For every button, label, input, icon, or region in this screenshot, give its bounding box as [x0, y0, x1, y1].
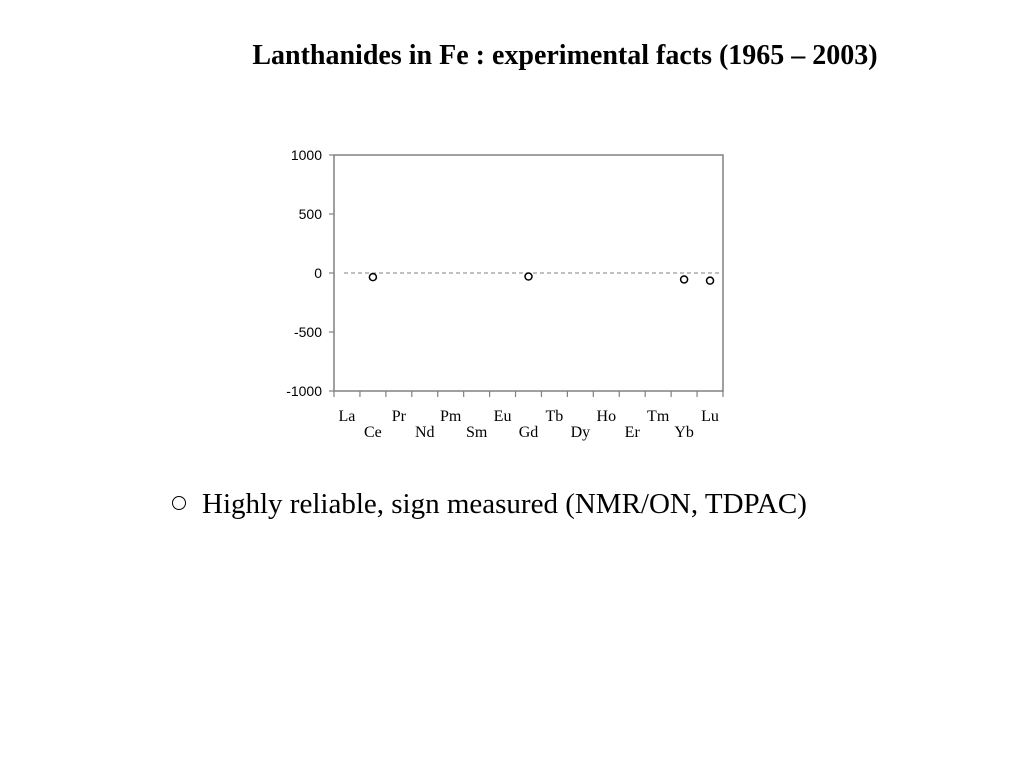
y-tick-label: -1000	[286, 383, 322, 399]
slide-title: Lanthanides in Fe : experimental facts (…	[252, 40, 878, 71]
y-tick-label: 1000	[291, 147, 322, 163]
data-point-lu	[705, 276, 715, 285]
data-point-yb	[679, 275, 689, 284]
legend: Highly reliable, sign measured (NMR/ON, …	[172, 488, 807, 521]
x-category-label: Ce	[364, 424, 382, 441]
y-tick-label: -500	[294, 324, 322, 340]
x-category-label: Er	[625, 424, 641, 441]
y-tick-label: 0	[314, 265, 322, 281]
x-category-label: Pr	[392, 408, 407, 425]
x-category-label: Eu	[494, 408, 512, 425]
x-category-label: Tm	[647, 408, 670, 425]
y-tick-label: 500	[299, 206, 323, 222]
data-point-gd	[524, 272, 533, 281]
legend-text: Highly reliable, sign measured (NMR/ON, …	[202, 488, 807, 520]
x-category-label: Ho	[597, 408, 617, 425]
x-category-label: Lu	[701, 408, 719, 425]
data-point-ce	[368, 272, 378, 282]
x-category-label: Dy	[571, 424, 591, 441]
x-category-label: Tb	[546, 408, 564, 425]
x-category-label: Yb	[674, 424, 694, 441]
x-category-label: La	[339, 408, 356, 425]
open-circle-icon	[172, 496, 186, 511]
x-category-label: Gd	[519, 424, 539, 441]
x-category-label: Nd	[415, 424, 435, 441]
x-category-label: Pm	[440, 408, 462, 425]
x-category-label: Sm	[466, 424, 488, 441]
